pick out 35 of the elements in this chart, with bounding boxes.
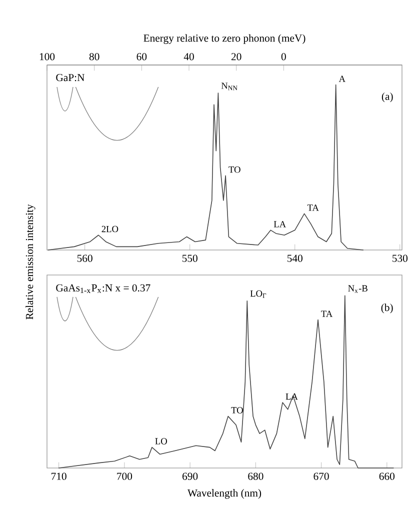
text: GaAs$_{1-x}$P$_{x}$:N x = 0.37 xyxy=(56,284,150,294)
text: GaP:N xyxy=(56,74,84,82)
x2-tick-label: 100 xyxy=(40,53,55,60)
x-tick-label: 670 xyxy=(314,472,329,480)
x2-tick-label: 80 xyxy=(89,53,100,60)
x-tick-label: 690 xyxy=(182,472,198,480)
annotation: N$_{NN}$ xyxy=(221,82,238,90)
x-tick-label: 680 xyxy=(248,472,264,480)
x-tick-label: 560 xyxy=(77,254,92,262)
annotation: LO xyxy=(155,438,167,444)
annotation: TA xyxy=(321,310,333,317)
annotation: A xyxy=(338,76,346,82)
x2-axis-title: Energy relative to zero phonon (meV) xyxy=(144,34,306,44)
y-axis-title: Relative emission intensity xyxy=(26,204,36,320)
x2-tick-label: 0 xyxy=(281,53,286,60)
x-tick-label: 530 xyxy=(392,254,408,262)
x2-tick-label: 60 xyxy=(136,53,147,60)
annotation: N$_{x}$-B xyxy=(348,285,368,293)
annotation: LA xyxy=(274,221,286,228)
x-tick-label: 710 xyxy=(52,472,66,480)
x-tick-label: 550 xyxy=(182,254,198,262)
annotation: TO xyxy=(231,407,243,414)
x-tick-label: 700 xyxy=(117,472,132,480)
x-tick-label: 540 xyxy=(287,254,302,262)
x2-tick-label: 20 xyxy=(231,53,242,60)
annotation: TO xyxy=(228,166,240,173)
annotation: TA xyxy=(307,204,319,211)
annotation: (b) xyxy=(381,304,393,314)
annotation: (a) xyxy=(382,92,393,102)
annotation: LA xyxy=(286,393,298,400)
x-axis-title: Wavelength (nm) xyxy=(187,489,262,499)
x-tick-label: 660 xyxy=(379,472,395,480)
x2-tick-label: 40 xyxy=(184,53,194,60)
annotation: 2LO xyxy=(102,226,118,232)
annotation: LO$_{Γ}$ xyxy=(250,290,266,298)
